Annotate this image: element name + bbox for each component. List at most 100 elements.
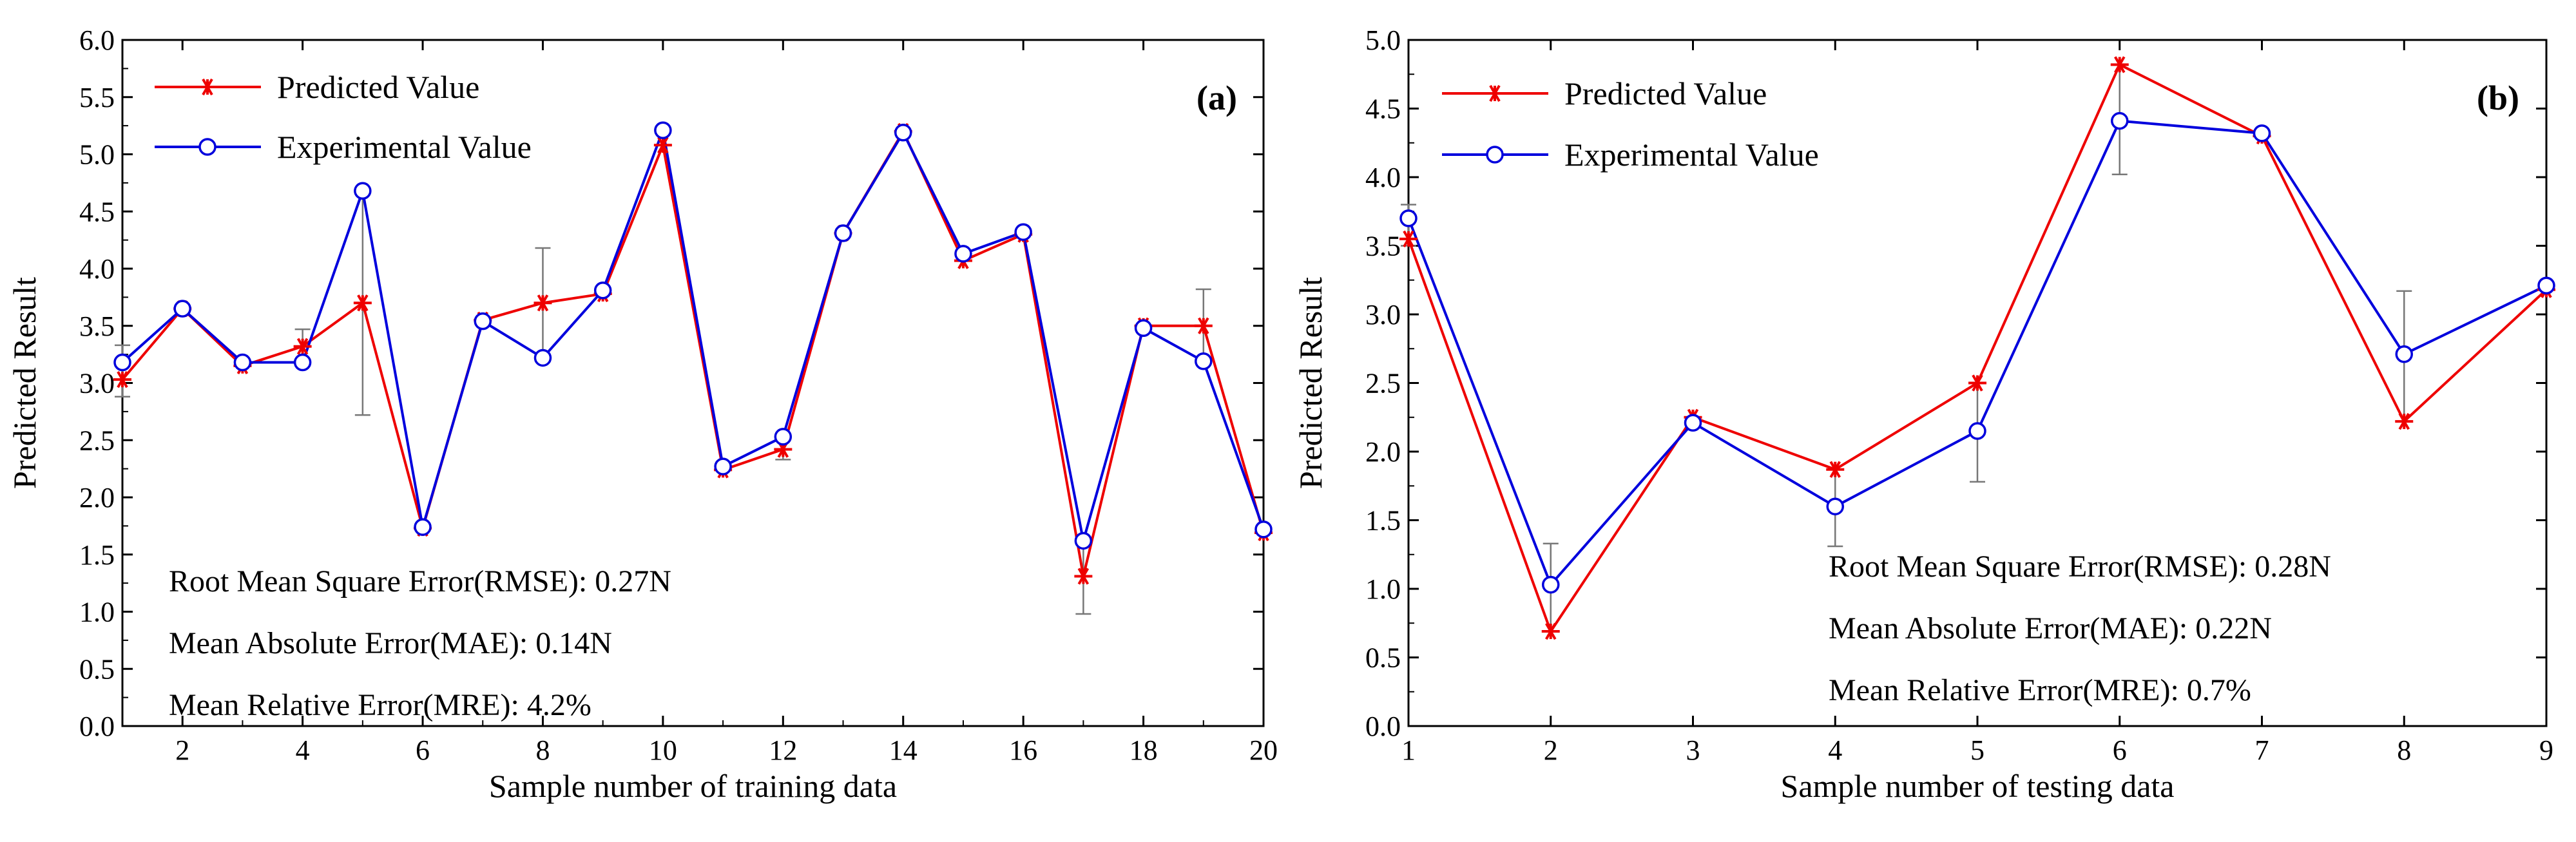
panel-b: 0.0 0.5 1.0 1.5 2.0 2.5 3.0 3.5 4.0 4.5 5.0 1 2 3 4 5 6 7… [1293,24,2555,804]
predicted-point [1826,461,1845,478]
x-tick-label: 2 [175,734,189,766]
y-tick-label: 0.5 [79,653,115,685]
legend: Predicted Value Experimental Value [1442,75,1819,173]
experimental-point [2395,345,2413,363]
experimental-point [1254,520,1273,539]
predicted-point [1968,374,1986,392]
legend-label-experimental: Experimental Value [277,129,532,165]
experimental-point [2253,124,2271,142]
experimental-series-line [121,125,1265,541]
predicted-point [653,137,672,154]
predicted-point [1074,568,1093,585]
panel-label: (b) [2477,79,2519,117]
experimental-point [894,124,912,142]
experimental-point [474,312,492,330]
predicted-point [113,371,131,388]
predicted-point [2110,56,2129,73]
legend-marker-predicted [1486,84,1504,102]
y-tick-label: 6.0 [79,24,115,56]
x-tick-label: 12 [769,734,797,766]
y-tick-label: 5.0 [1365,24,1401,56]
y-tick-label: 3.0 [1365,299,1401,330]
experimental-point [1968,422,1986,440]
experimental-point [233,353,252,372]
y-tick-label: 4.0 [79,253,115,285]
x-tick-label: 18 [1129,734,1158,766]
y-tick-label: 5.0 [79,139,115,171]
x-tick-label: 6 [416,734,430,766]
y-tick-label: 3.0 [79,368,115,399]
experimental-point [654,121,672,139]
experimental-point [2111,111,2129,130]
experimental-series-line [1407,119,2547,588]
experimental-point [414,518,432,536]
x-tick-label: 10 [649,734,677,766]
x-tick-label: 16 [1009,734,1037,766]
legend: Predicted Value Experimental Value [155,69,532,165]
metric-line: Mean Absolute Error(MAE): 0.22N [1829,611,2272,646]
legend-marker-experimental [198,138,216,156]
experimental-point [533,349,552,367]
experimental-point [173,300,191,318]
experimental-point [1399,209,1418,227]
y-tick-label: 1.0 [79,597,115,628]
experimental-point [1684,414,1702,432]
panel-label: (a) [1197,79,1237,117]
experimental-point [1826,497,1844,515]
y-tick-label: 2.0 [79,482,115,513]
experimental-point [1074,531,1093,550]
predicted-point [1194,317,1213,334]
y-tick-label: 5.5 [79,82,115,113]
x-axis-title: Sample number of testing data [1781,768,2175,804]
x-tick-label: 8 [535,734,550,766]
x-tick-label: 2 [1544,734,1558,766]
experimental-point [834,224,852,242]
y-tick-label: 4.5 [1365,93,1401,125]
y-tick-label: 4.5 [79,196,115,227]
y-tick-label: 1.0 [1365,573,1401,605]
x-tick-label: 7 [2255,734,2269,766]
legend-marker-experimental [1486,146,1504,164]
predicted-point [353,294,372,312]
experimental-point [714,457,732,475]
experimental-point [1542,575,1560,594]
experimental-point [774,428,793,446]
x-tick-label: 3 [1686,734,1700,766]
experimental-point [1134,319,1153,338]
predicted-point [1541,622,1560,640]
x-tick-label: 9 [2539,734,2553,766]
x-tick-label: 6 [2113,734,2127,766]
metric-line: Mean Relative Error(MRE): 4.2% [169,688,591,722]
metric-line: Root Mean Square Error(RMSE): 0.28N [1829,550,2331,584]
y-tick-label: 4.0 [1365,162,1401,193]
panel-a: 0.0 0.5 1.0 1.5 2.0 2.5 3.0 3.5 4.0 4.5 5.0 5.5 6.0 2… [6,24,1278,804]
metric-line: Root Mean Square Error(RMSE): 0.27N [169,564,671,598]
y-tick-label: 2.0 [1365,436,1401,468]
experimental-point [593,281,612,300]
experimental-point [1014,223,1032,241]
experimental-point [113,353,131,372]
x-tick-label: 14 [889,734,918,766]
predicted-point [1399,230,1418,247]
y-tick-label: 3.5 [79,311,115,342]
y-tick-label: 1.5 [79,539,115,571]
experimental-point [2537,276,2555,295]
x-tick-label: 4 [1828,734,1842,766]
y-tick-label: 2.5 [1365,368,1401,399]
predicted-point [2395,413,2414,430]
metric-line: Mean Relative Error(MRE): 0.7% [1829,673,2251,707]
metric-line: Mean Absolute Error(MAE): 0.14N [169,626,612,660]
experimental-point [354,182,372,200]
experimental-point [293,353,312,372]
y-tick-label: 3.5 [1365,231,1401,262]
y-tick-label: 2.5 [79,425,115,456]
x-tick-label: 5 [1970,734,1985,766]
predicted-point [533,294,552,312]
y-tick-label: 0.5 [1365,642,1401,674]
x-tick-label: 4 [296,734,310,766]
legend-label-predicted: Predicted Value [277,69,479,105]
predicted-series-line [121,128,1265,577]
y-tick-label: 0.0 [79,711,115,742]
experimental-point [1195,352,1213,370]
